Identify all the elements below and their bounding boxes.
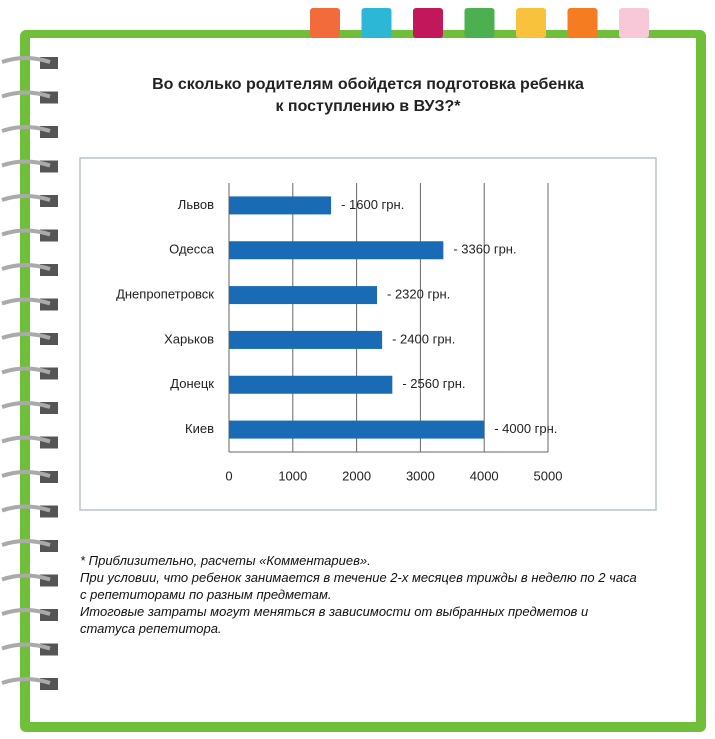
x-tick-label: 1000 — [278, 468, 307, 483]
ring — [1, 642, 51, 651]
note: Итоговые затраты могут меняться в зависи… — [80, 604, 589, 636]
x-tick-label: 3000 — [406, 468, 435, 483]
tabs — [310, 8, 649, 38]
tab — [413, 8, 443, 38]
ring — [1, 159, 51, 168]
ring — [1, 90, 51, 99]
bar — [229, 196, 332, 215]
rings — [1, 56, 58, 690]
ring — [1, 125, 51, 133]
y-tick-label: Одесса — [169, 242, 215, 257]
bar — [229, 330, 383, 349]
x-tick-label: 4000 — [470, 468, 499, 483]
y-tick-label: Львов — [178, 197, 214, 212]
tab — [310, 8, 340, 38]
y-tick-label: Харьков — [164, 331, 214, 346]
tab — [567, 8, 598, 38]
value-label: - 2560 грн. — [402, 376, 465, 391]
y-tick-label: Киев — [185, 421, 214, 436]
ring — [1, 401, 51, 409]
x-tick-label: 5000 — [534, 468, 563, 483]
tab — [619, 8, 649, 38]
tab — [516, 8, 546, 38]
ring — [1, 263, 51, 271]
ring — [1, 366, 51, 375]
bar — [229, 286, 378, 305]
ring — [1, 677, 51, 685]
note: * Приблизительно, расчеты «Комментариев»… — [80, 553, 371, 568]
ring — [1, 435, 51, 444]
value-label: - 3360 грн. — [453, 242, 516, 257]
x-tick-label: 2000 — [342, 468, 371, 483]
bar — [229, 420, 485, 439]
ring — [1, 504, 51, 513]
y-tick-label: Донецк — [170, 376, 214, 391]
ring — [1, 194, 51, 202]
ring — [1, 608, 51, 616]
ring — [1, 228, 51, 237]
ring — [1, 573, 51, 582]
ring — [1, 332, 51, 340]
value-label: - 1600 грн. — [341, 197, 404, 212]
value-label: - 4000 грн. — [494, 421, 557, 436]
value-label: - 2320 грн. — [387, 287, 450, 302]
chart-title: к поступлению в ВУЗ?* — [275, 98, 461, 115]
bar — [229, 375, 393, 394]
note: При условии, что ребенок занимается в те… — [80, 570, 637, 602]
chart-title: Во сколько родителям обойдется подготовк… — [152, 76, 584, 93]
x-tick-label: 0 — [225, 468, 232, 483]
notes: * Приблизительно, расчеты «Комментариев»… — [80, 552, 640, 637]
bar — [229, 241, 444, 260]
ring — [1, 56, 51, 64]
y-tick-label: Днепропетровск — [116, 287, 214, 302]
tab — [361, 8, 392, 38]
value-label: - 2400 грн. — [392, 331, 455, 346]
ring — [1, 297, 51, 306]
ring — [1, 470, 51, 478]
ring — [1, 539, 51, 547]
tab — [464, 8, 495, 38]
